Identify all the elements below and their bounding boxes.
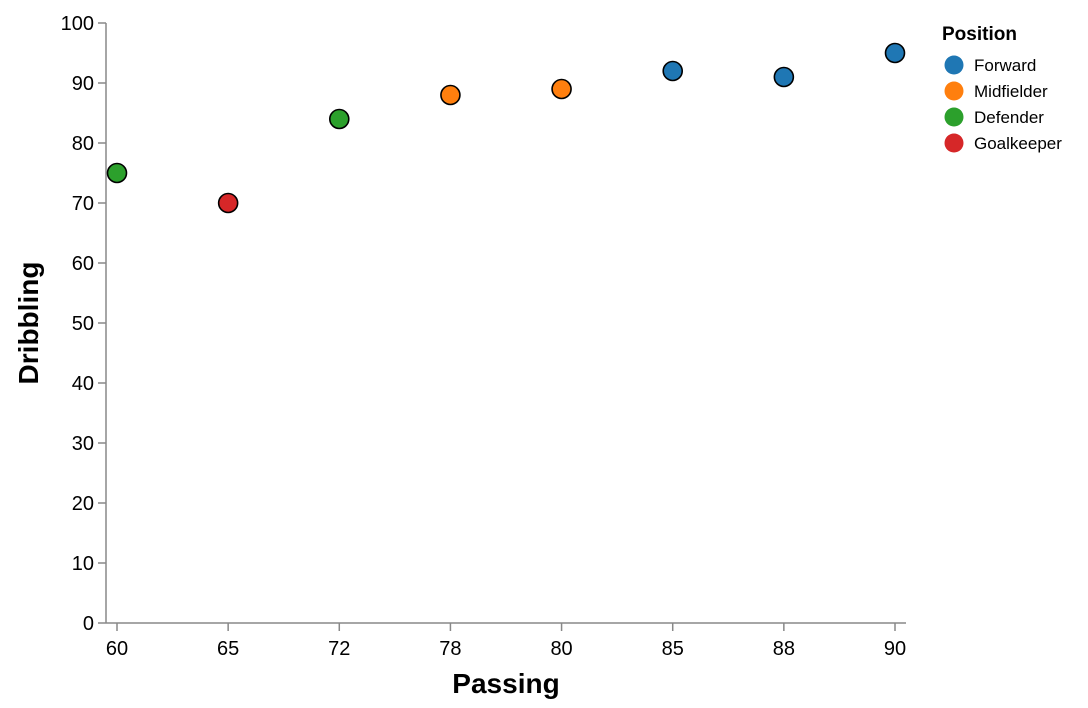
y-tick-label: 80 — [72, 133, 94, 155]
legend-title: Position — [942, 24, 1017, 45]
legend: Position Forward Midfielder Defender Goalke… — [942, 24, 1062, 153]
y-tick-label: 0 — [83, 613, 94, 635]
y-tick-label: 70 — [72, 193, 94, 215]
data-point-defender — [328, 108, 350, 130]
x-axis-title: Passing — [452, 668, 559, 699]
legend-swatch-defender — [944, 107, 964, 127]
data-point-forward — [773, 66, 795, 88]
x-tick-label: 85 — [662, 638, 684, 660]
data-point-forward — [662, 60, 684, 82]
data-point-midfielder — [551, 78, 572, 100]
x-tick-label: 90 — [884, 638, 906, 660]
data-points — [106, 42, 906, 214]
x-tick-label: 88 — [773, 638, 795, 660]
y-axis: 0 10 20 30 40 50 60 70 80 90 100 — [61, 13, 107, 635]
data-point-defender — [106, 162, 128, 184]
x-tick-label: 65 — [217, 638, 239, 660]
y-axis-title: Dribbling — [13, 262, 44, 385]
x-tick-label: 60 — [106, 638, 128, 660]
legend-label-forward: Forward — [974, 56, 1036, 75]
data-point-forward — [884, 42, 906, 64]
x-tick-label: 78 — [439, 638, 461, 660]
y-tick-label: 90 — [72, 73, 94, 95]
legend-swatch-forward — [944, 55, 964, 75]
legend-label-midfielder: Midfielder — [974, 82, 1048, 101]
y-tick-label: 50 — [72, 313, 94, 335]
y-tick-label: 30 — [72, 433, 94, 455]
y-tick-label: 40 — [72, 373, 94, 395]
y-tick-label: 60 — [72, 253, 94, 275]
x-tick-label: 72 — [328, 638, 350, 660]
legend-swatch-midfielder — [944, 81, 964, 101]
y-tick-label: 20 — [72, 493, 94, 515]
x-tick-label: 80 — [550, 638, 572, 660]
y-tick-label: 100 — [61, 13, 94, 35]
y-tick-label: 10 — [72, 553, 94, 575]
x-axis: 60 65 72 78 80 85 88 90 — [106, 622, 906, 660]
data-point-midfielder — [440, 84, 461, 106]
data-point-goalkeeper — [217, 192, 239, 214]
legend-swatch-goalkeeper — [944, 133, 964, 153]
legend-label-defender: Defender — [974, 108, 1044, 127]
legend-label-goalkeeper: Goalkeeper — [974, 134, 1062, 153]
